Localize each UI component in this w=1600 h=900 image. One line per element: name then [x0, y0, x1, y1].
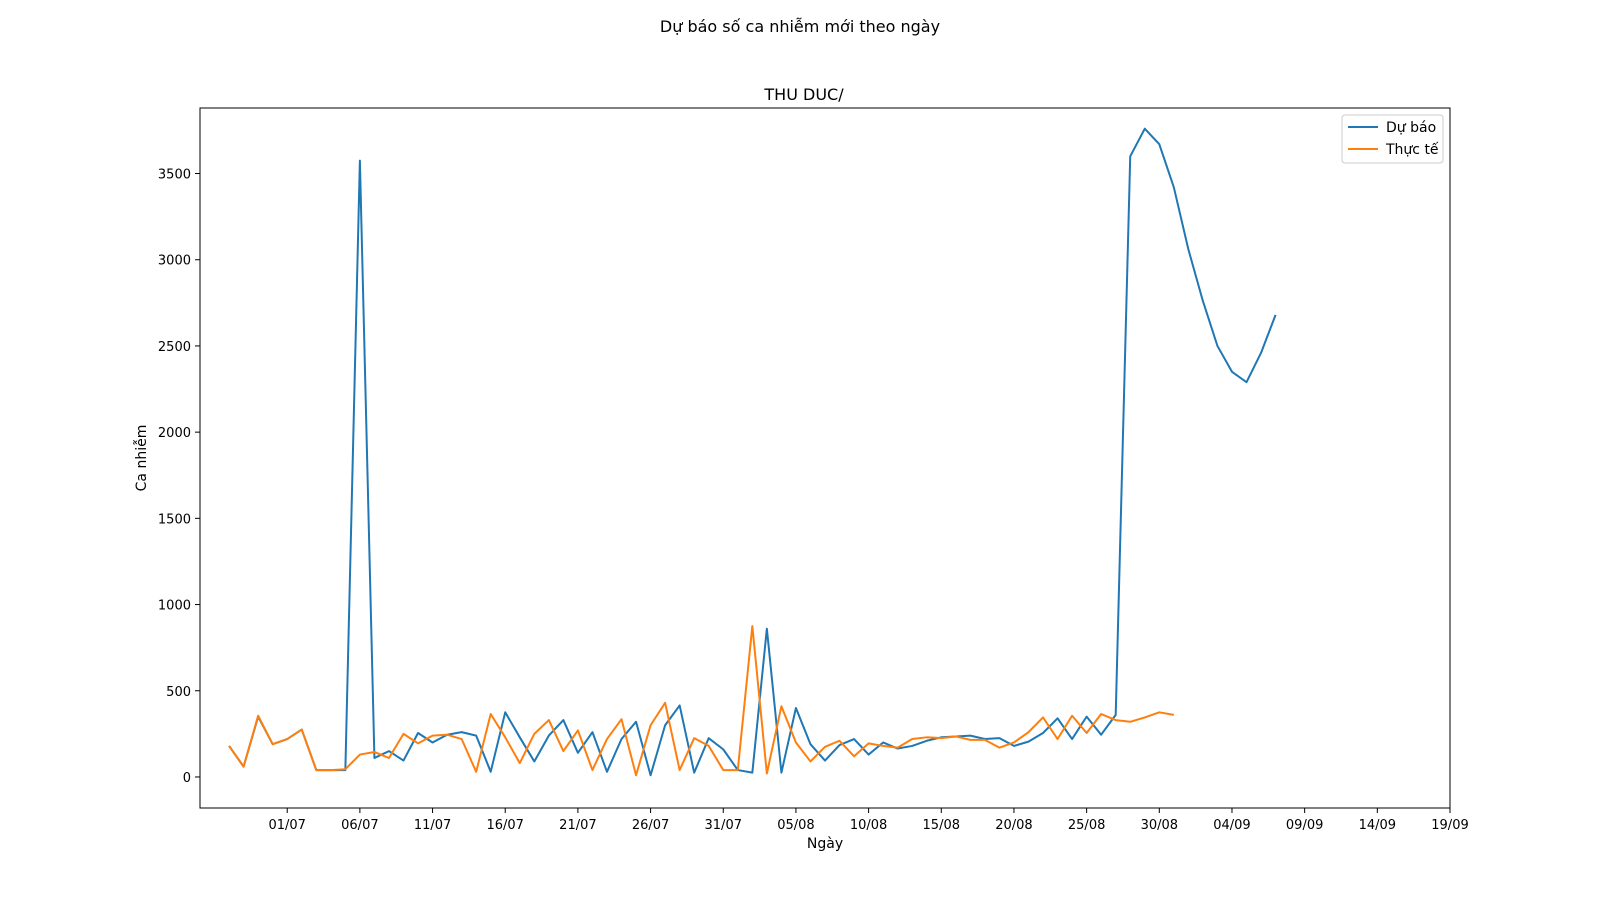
x-tick-label: 05/08: [777, 818, 814, 833]
legend-label-thuc-te: Thực tế: [1385, 141, 1439, 158]
legend-label-du-bao: Dự báo: [1386, 120, 1436, 136]
x-tick-label: 14/09: [1359, 818, 1396, 833]
y-axis-label: Ca nhiễm: [133, 425, 150, 492]
y-tick-label: 500: [166, 685, 191, 700]
y-tick-label: 2000: [158, 426, 191, 441]
x-tick-label: 26/07: [632, 818, 669, 833]
plot-frame: [199, 107, 1451, 809]
x-tick-label: 19/09: [1431, 818, 1468, 833]
chart-title: THU DUC/: [763, 85, 844, 104]
y-tick-label: 2500: [158, 340, 191, 355]
x-tick-label: 30/08: [1141, 818, 1178, 833]
series-line-0: [228, 127, 1277, 777]
x-tick-label: 20/08: [995, 818, 1032, 833]
y-axis-ticks: 0 500 1000 1500 2000 2500 3000 3500: [158, 168, 200, 786]
x-tick-label: 16/07: [486, 818, 523, 833]
y-tick-label: 0: [183, 771, 191, 786]
x-tick-label: 10/08: [850, 818, 887, 833]
x-axis-ticks: 01/07 06/07 11/07 16/07 21/07 26/07 31/07 05/08…: [268, 808, 1469, 833]
x-tick-label: 01/07: [268, 818, 305, 833]
legend: Dự báo Thực tế: [1341, 114, 1444, 164]
y-tick-label: 3000: [158, 254, 191, 269]
x-tick-label: 15/08: [923, 818, 960, 833]
x-tick-label: 11/07: [414, 818, 451, 833]
figure-suptitle: Dự báo số ca nhiễm mới theo ngày: [660, 17, 940, 36]
x-tick-label: 31/07: [705, 818, 742, 833]
x-tick-label: 04/09: [1213, 818, 1250, 833]
y-tick-label: 1500: [158, 512, 191, 527]
x-tick-label: 06/07: [341, 818, 378, 833]
y-tick-label: 1000: [158, 599, 191, 614]
x-tick-label: 21/07: [559, 818, 596, 833]
x-axis-label: Ngày: [807, 836, 843, 852]
x-tick-label: 09/09: [1286, 818, 1323, 833]
series-line-1: [228, 625, 1175, 777]
x-tick-label: 25/08: [1068, 818, 1105, 833]
series-layer: [228, 127, 1277, 777]
y-tick-label: 3500: [158, 168, 191, 183]
